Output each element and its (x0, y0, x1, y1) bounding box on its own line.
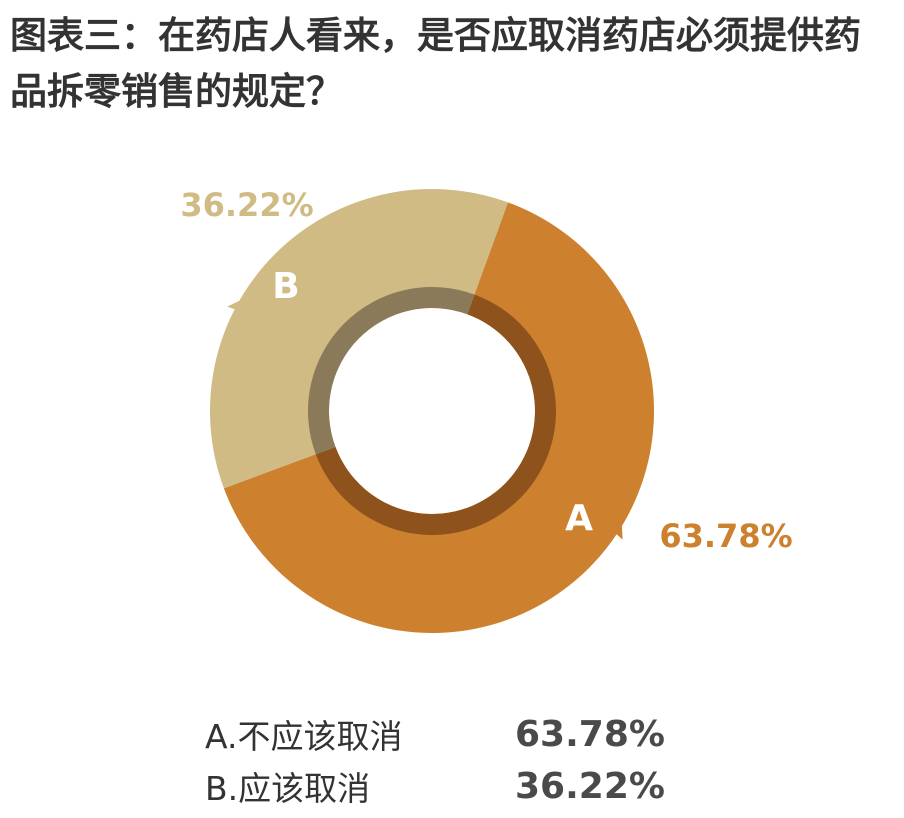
data-label-a: 63.78% (659, 517, 792, 555)
slice-b (210, 189, 508, 489)
slice-a-arrow (586, 507, 623, 540)
chart-title: 图表三：在药店人看来，是否应取消药店必须提供药品拆零销售的规定？ (10, 14, 861, 113)
slice-a (223, 202, 654, 633)
legend-label-a: A.不应该取消 (205, 717, 403, 756)
legend-value-a: 63.78% (515, 713, 665, 755)
donut-chart: A B 63.78% 36.22% (180, 186, 793, 633)
inner-ring-b (308, 287, 475, 455)
legend-value-b: 36.22% (515, 765, 665, 807)
slice-b-arrow (227, 294, 273, 323)
legend-label-b: B.应该取消 (205, 769, 371, 808)
legend-item-b: B.应该取消 36.22% (205, 760, 665, 812)
slice-letter-b: B (272, 266, 299, 307)
legend-item-a: A.不应该取消 63.78% (205, 708, 665, 760)
data-label-b: 36.22% (180, 186, 313, 224)
legend: A.不应该取消 63.78% B.应该取消 36.22% (205, 708, 665, 812)
slice-letter-a: A (565, 498, 593, 539)
